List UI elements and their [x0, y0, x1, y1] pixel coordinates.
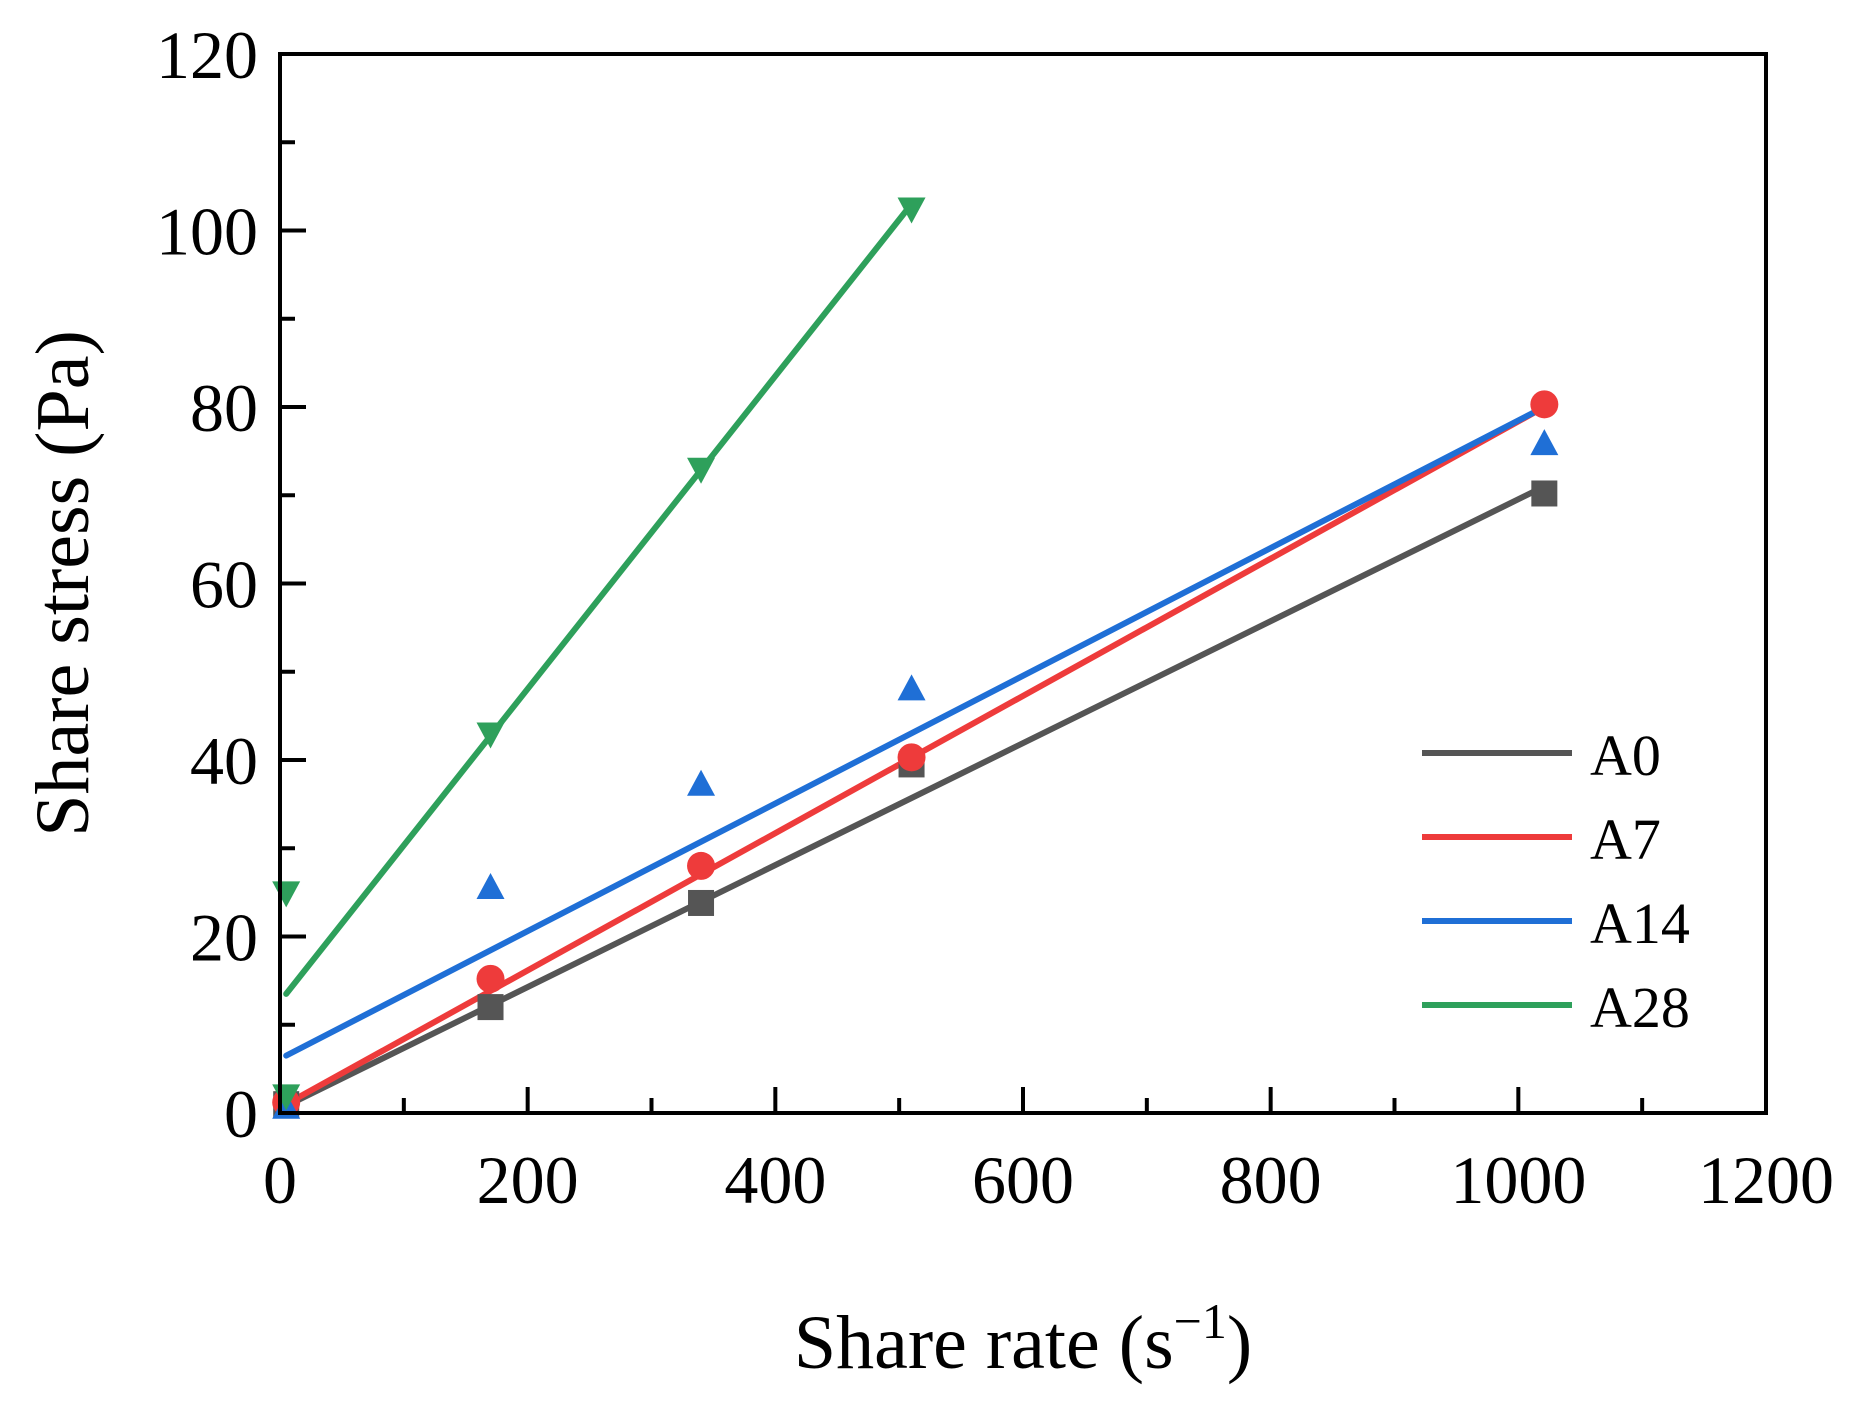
y-tick-label: 100: [156, 194, 258, 270]
point-a0: [1531, 480, 1558, 507]
x-tick-label: 1200: [1698, 1142, 1834, 1218]
x-tick-label: 0: [263, 1142, 297, 1218]
legend: A0 A7 A14 A28: [1422, 723, 1690, 1040]
x-axis-title-exponent: −1: [1174, 1293, 1227, 1349]
y-tick-label: 40: [190, 723, 258, 799]
legend-label-a14: A14: [1590, 891, 1690, 956]
point-a7: [1530, 390, 1559, 419]
point-a28: [897, 197, 926, 224]
x-tick-label: 200: [477, 1142, 579, 1218]
point-a28: [687, 457, 716, 484]
axis-ticks: [278, 52, 1768, 1115]
point-a0: [688, 889, 715, 916]
x-tick-label: 600: [972, 1142, 1074, 1218]
x-tick-label: 800: [1220, 1142, 1322, 1218]
point-a28: [476, 722, 505, 749]
point-a7: [897, 743, 926, 772]
point-a14: [687, 769, 716, 796]
y-tick-label: 80: [190, 370, 258, 446]
x-axis-title-close: ): [1227, 1301, 1252, 1385]
fit-line-a28: [283, 201, 915, 997]
point-a0: [477, 994, 504, 1021]
fit-line-a14: [283, 404, 1548, 1059]
point-a14: [476, 872, 505, 899]
markers: [272, 197, 1559, 1119]
point-a7: [687, 851, 716, 880]
y-tick-label: 60: [190, 547, 258, 623]
point-a14: [897, 674, 926, 701]
tick-labels: 0 200 400 600 800 1000 1200 0 20 40 60 80 100 120: [156, 17, 1834, 1218]
point-a7: [476, 964, 505, 993]
point-a14: [1530, 429, 1559, 456]
x-axis-title: Share rate (s−1): [794, 1293, 1252, 1385]
y-tick-label: 20: [190, 900, 258, 976]
legend-label-a7: A7: [1590, 807, 1661, 872]
y-axis-title: Share stress (Pa): [21, 330, 105, 837]
x-tick-label: 1000: [1450, 1142, 1586, 1218]
legend-label-a0: A0: [1590, 723, 1661, 788]
y-tick-label: 0: [224, 1076, 258, 1152]
legend-label-a28: A28: [1590, 975, 1690, 1040]
x-axis-title-text: Share rate (s: [794, 1301, 1174, 1385]
x-tick-label: 400: [724, 1142, 826, 1218]
y-tick-label: 120: [156, 17, 258, 93]
